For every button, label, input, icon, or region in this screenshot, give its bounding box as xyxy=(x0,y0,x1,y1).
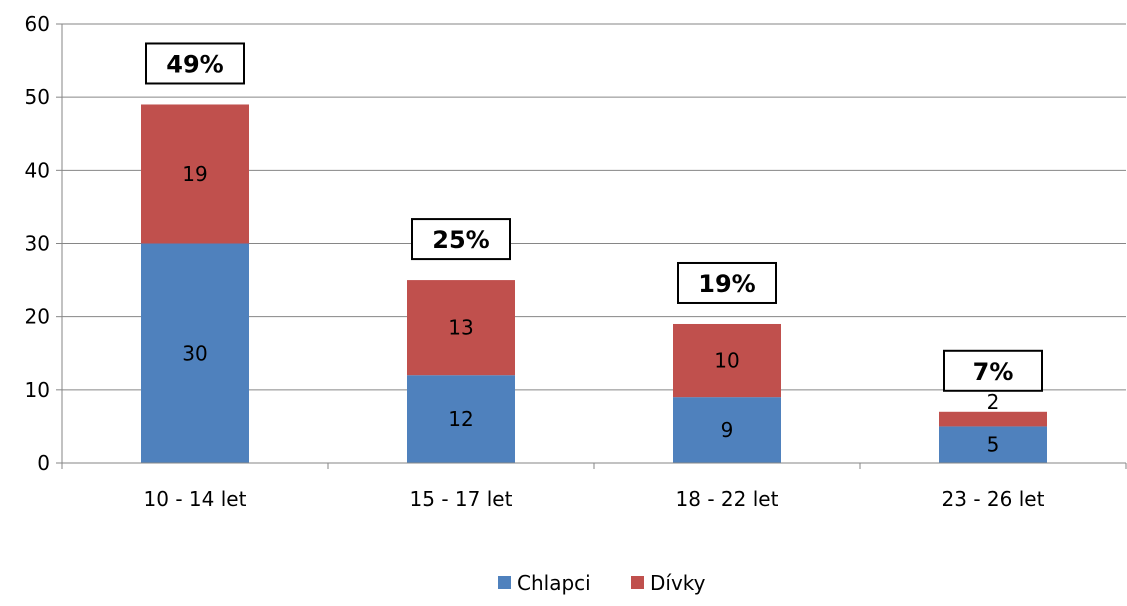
data-label: 5 xyxy=(987,433,1000,457)
data-labels: 30 19 49% 12 13 25% 9 10 19% 5 2 7% xyxy=(145,42,1043,457)
percent-box xyxy=(943,349,1043,392)
bar-divky xyxy=(939,411,1047,427)
percent-label: 49% xyxy=(166,50,223,78)
legend-label: Chlapci xyxy=(517,571,591,595)
percent-label: 7% xyxy=(973,358,1014,386)
percent-box xyxy=(411,218,511,261)
data-label: 12 xyxy=(448,407,473,431)
x-tick-label: 23 - 26 let xyxy=(942,487,1045,511)
data-label: 30 xyxy=(182,341,207,365)
bar-chlapci xyxy=(407,375,515,463)
percent-label: 19% xyxy=(698,270,755,298)
data-label: 9 xyxy=(721,418,734,442)
data-label: 2 xyxy=(987,390,1000,414)
bar-divky xyxy=(407,280,515,376)
percent-box xyxy=(677,261,777,304)
bar-divky xyxy=(673,323,781,398)
x-tick-label: 10 - 14 let xyxy=(144,487,247,511)
y-tick-label: 40 xyxy=(25,158,50,182)
legend-swatch xyxy=(498,576,511,589)
data-label: 19 xyxy=(182,162,207,186)
y-tick-label: 0 xyxy=(37,451,50,475)
data-label: 13 xyxy=(448,316,473,340)
bar-chlapci xyxy=(141,243,249,463)
bar-divky xyxy=(141,104,249,244)
x-tick-label: 15 - 17 let xyxy=(410,487,513,511)
y-tick-label: 60 xyxy=(25,12,50,36)
bar-chlapci xyxy=(673,397,781,463)
legend-label: Dívky xyxy=(650,571,706,595)
y-tick-label: 10 xyxy=(25,378,50,402)
y-tick-label: 30 xyxy=(25,232,50,256)
legend: Chlapci Dívky xyxy=(498,571,706,595)
x-tick-label: 18 - 22 let xyxy=(676,487,779,511)
y-tick-label: 50 xyxy=(25,85,50,109)
axes: 0 10 20 30 40 50 60 10 - 14 let 15 - 17 let 18 - … xyxy=(25,12,1127,511)
y-tick-label: 20 xyxy=(25,305,50,329)
bar-chlapci xyxy=(939,426,1047,463)
legend-swatch xyxy=(631,576,644,589)
data-label: 10 xyxy=(714,349,739,373)
percent-label: 25% xyxy=(432,226,489,254)
percent-box xyxy=(145,42,245,85)
bars xyxy=(141,104,1047,463)
